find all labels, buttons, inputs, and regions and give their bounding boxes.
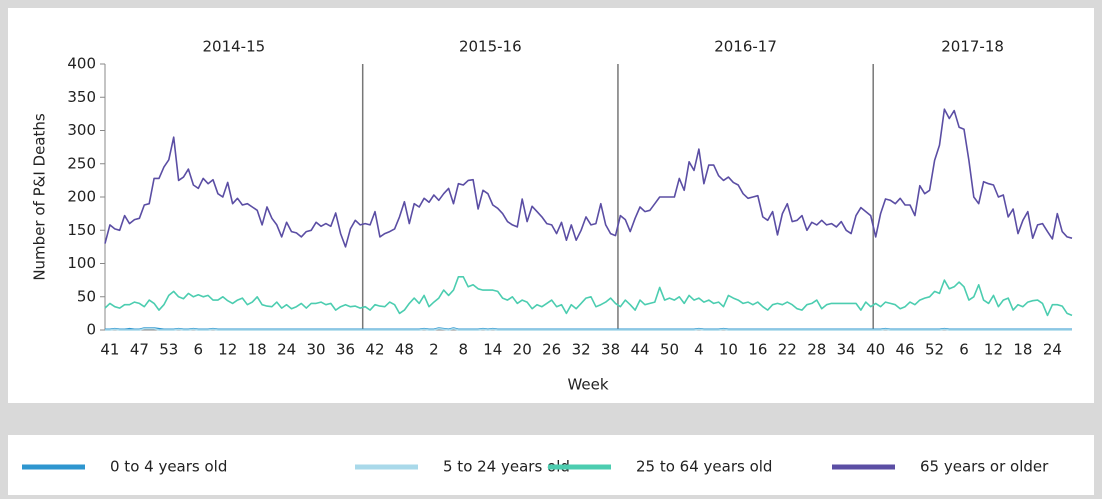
x-tick-label: 10 bbox=[719, 341, 738, 359]
x-tick-label: 42 bbox=[365, 341, 384, 359]
x-tick-label: 24 bbox=[277, 341, 296, 359]
x-tick-label: 53 bbox=[159, 341, 178, 359]
y-tick-label: 350 bbox=[67, 88, 96, 106]
x-tick-label: 14 bbox=[483, 341, 502, 359]
x-tick-label: 38 bbox=[601, 341, 620, 359]
season-label: 2015-16 bbox=[459, 38, 522, 56]
x-tick-label: 6 bbox=[193, 341, 203, 359]
x-axis-title: Week bbox=[567, 376, 608, 394]
x-tick-label: 2 bbox=[429, 341, 439, 359]
x-tick-label: 46 bbox=[896, 341, 915, 359]
x-tick-label: 41 bbox=[100, 341, 119, 359]
x-tick-label: 4 bbox=[694, 341, 704, 359]
x-tick-label: 44 bbox=[630, 341, 649, 359]
y-tick-label: 200 bbox=[67, 188, 96, 206]
x-tick-label: 30 bbox=[307, 341, 326, 359]
y-tick-label: 300 bbox=[67, 121, 96, 139]
x-tick-label: 18 bbox=[248, 341, 267, 359]
x-tick-label: 28 bbox=[807, 341, 826, 359]
series-line bbox=[105, 327, 1072, 331]
series-line bbox=[104, 276, 1073, 317]
x-tick-label: 12 bbox=[984, 341, 1003, 359]
x-tick-label: 34 bbox=[837, 341, 856, 359]
y-tick-label: 50 bbox=[77, 287, 96, 305]
y-tick-label: 100 bbox=[67, 254, 96, 272]
x-tick-label: 22 bbox=[778, 341, 797, 359]
y-tick-label: 150 bbox=[67, 221, 96, 239]
legend-label: 5 to 24 years old bbox=[443, 458, 570, 476]
season-label: 2014-15 bbox=[203, 38, 266, 56]
y-tick-label: 0 bbox=[86, 321, 96, 339]
legend-label: 0 to 4 years old bbox=[110, 458, 227, 476]
x-tick-label: 47 bbox=[130, 341, 149, 359]
x-tick-label: 26 bbox=[542, 341, 561, 359]
y-tick-label: 250 bbox=[67, 154, 96, 172]
chart-panel bbox=[8, 8, 1094, 403]
y-axis-title: Number of P&I Deaths bbox=[31, 113, 49, 281]
y-tick-label: 400 bbox=[67, 55, 96, 73]
x-tick-label: 8 bbox=[459, 341, 469, 359]
x-tick-label: 12 bbox=[218, 341, 237, 359]
season-label: 2017-18 bbox=[941, 38, 1004, 56]
x-tick-label: 52 bbox=[925, 341, 944, 359]
x-tick-label: 48 bbox=[395, 341, 414, 359]
x-tick-label: 36 bbox=[336, 341, 355, 359]
series-line bbox=[104, 108, 1073, 248]
x-tick-label: 20 bbox=[513, 341, 532, 359]
x-tick-label: 18 bbox=[1013, 341, 1032, 359]
x-tick-label: 16 bbox=[748, 341, 767, 359]
x-tick-label: 50 bbox=[660, 341, 679, 359]
x-tick-label: 40 bbox=[866, 341, 885, 359]
x-tick-label: 24 bbox=[1043, 341, 1062, 359]
legend-label: 65 years or older bbox=[920, 458, 1049, 476]
x-tick-label: 32 bbox=[572, 341, 591, 359]
x-tick-label: 6 bbox=[959, 341, 969, 359]
legend-label: 25 to 64 years old bbox=[636, 458, 772, 476]
season-label: 2016-17 bbox=[714, 38, 777, 56]
